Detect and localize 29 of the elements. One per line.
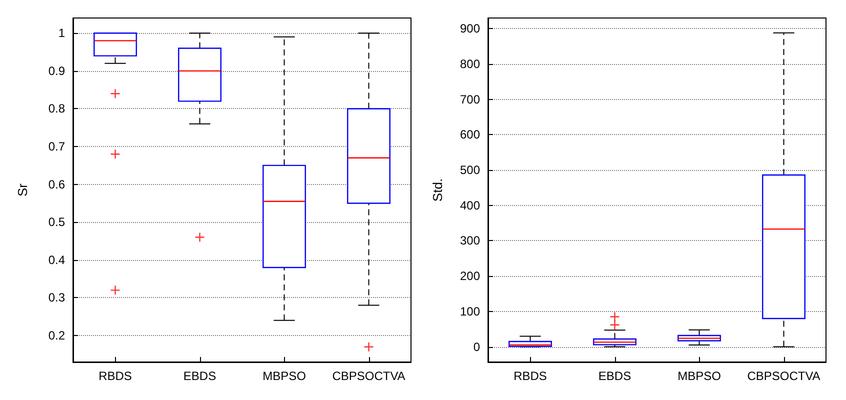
y-tick-label: 700	[460, 92, 480, 106]
y-tick-label: 0.7	[48, 140, 66, 154]
y-tick-label: 0.8	[48, 102, 66, 116]
y-tick-label: 0.4	[48, 252, 66, 267]
y-tick-label: 0.2	[48, 328, 66, 343]
y-tick-label: 100	[460, 304, 480, 318]
x-tick-label: CBPSOCTVA	[747, 369, 820, 383]
y-tick-label: 1	[58, 26, 66, 40]
y-tick-label: 300	[460, 234, 480, 248]
y-tick-label: 0	[473, 340, 480, 354]
x-tick-label: RBDS	[98, 369, 132, 383]
x-tick-label: RBDS	[514, 369, 547, 383]
y-tick-label: 800	[460, 56, 480, 71]
y-tick-label: 0.3	[48, 290, 66, 305]
y-tick-label: 900	[460, 22, 480, 36]
x-tick-label: MBPSO	[678, 369, 721, 383]
y-axis-title: Sr	[15, 182, 30, 196]
y-tick-label: 500	[460, 163, 480, 178]
y-tick-label: 0.6	[48, 177, 66, 192]
y-tick-label: 0.9	[48, 64, 66, 78]
x-tick-label: EBDS	[598, 369, 632, 383]
y-tick-label: 0.5	[48, 215, 66, 230]
x-tick-label: CBPSOCTVA	[332, 369, 406, 383]
y-tick-label: 200	[460, 269, 480, 284]
y-axis-title: Std.	[430, 178, 445, 202]
y-tick-label: 400	[460, 198, 480, 212]
x-tick-label: MBPSO	[262, 369, 306, 383]
x-tick-label: EBDS	[183, 369, 216, 383]
y-tick-label: 600	[460, 128, 480, 142]
